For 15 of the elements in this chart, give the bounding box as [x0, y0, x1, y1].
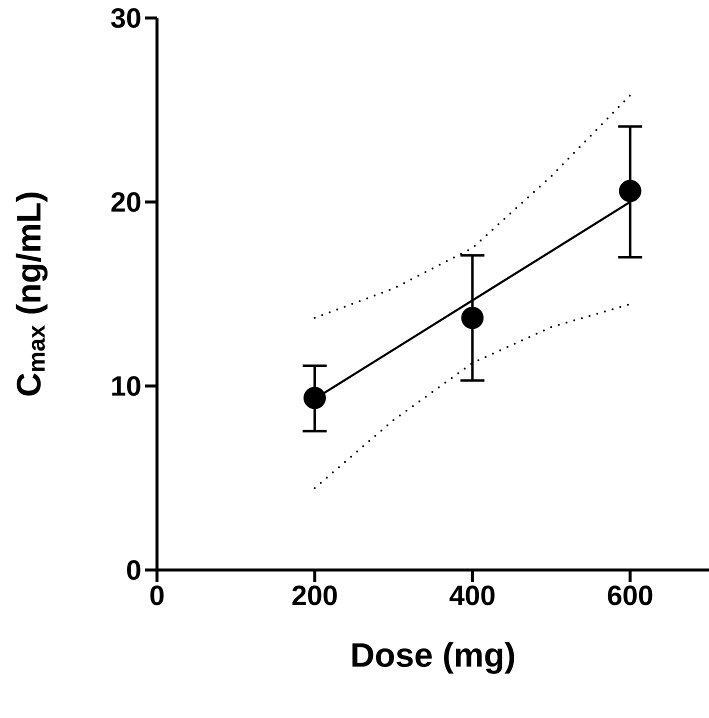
x-axis-title: Dose (mg): [352, 642, 514, 674]
y-tick-label: 10: [112, 376, 140, 396]
y-tick-label: 0: [127, 560, 140, 580]
line-series: [314, 303, 632, 490]
x-tick-label: 200: [292, 586, 337, 606]
x-tick-label: 600: [608, 586, 652, 606]
x-tick-label: 400: [450, 586, 495, 606]
point: [461, 306, 484, 330]
point: [304, 386, 326, 410]
y-tick-label: 30: [111, 8, 140, 28]
y-tick-label: 20: [111, 192, 140, 212]
x-tick-label: 0: [150, 586, 164, 606]
line-series: [314, 94, 632, 319]
point: [618, 180, 642, 202]
y-axis-title: C$_{max}$ (ng/mL): [16, 192, 48, 396]
